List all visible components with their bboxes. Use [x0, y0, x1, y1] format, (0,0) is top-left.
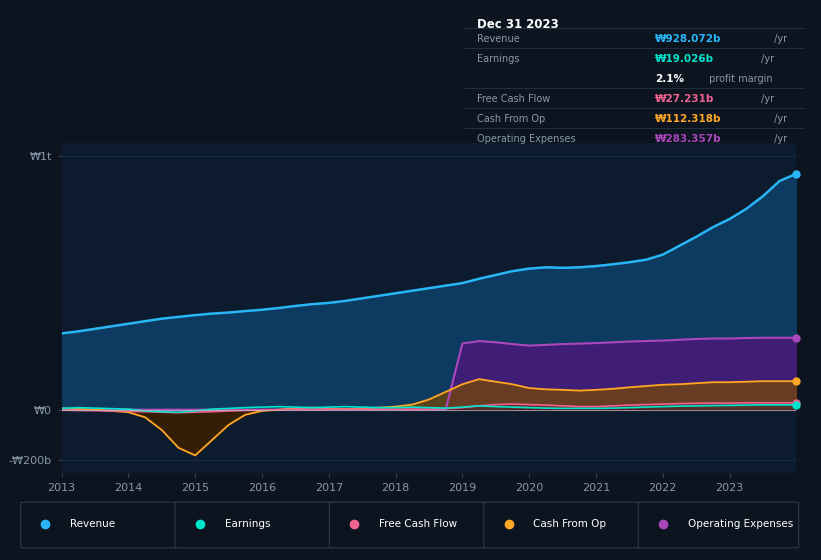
Text: Earnings: Earnings — [478, 54, 520, 64]
Text: /yr: /yr — [759, 94, 774, 104]
Text: /yr: /yr — [771, 134, 787, 144]
Text: /yr: /yr — [759, 54, 774, 64]
Text: Cash From Op: Cash From Op — [478, 114, 546, 124]
Text: Dec 31 2023: Dec 31 2023 — [478, 18, 559, 31]
Text: Cash From Op: Cash From Op — [533, 519, 606, 529]
Text: /yr: /yr — [771, 114, 787, 124]
Text: Free Cash Flow: Free Cash Flow — [478, 94, 551, 104]
Text: profit margin: profit margin — [706, 74, 773, 84]
FancyBboxPatch shape — [638, 502, 799, 548]
Text: Revenue: Revenue — [478, 34, 521, 44]
Text: ₩19.026b: ₩19.026b — [654, 54, 713, 64]
FancyBboxPatch shape — [329, 502, 490, 548]
FancyBboxPatch shape — [175, 502, 336, 548]
Text: /yr: /yr — [771, 34, 787, 44]
Text: ₩283.357b: ₩283.357b — [654, 134, 722, 144]
Text: ₩112.318b: ₩112.318b — [654, 114, 721, 124]
Text: ₩27.231b: ₩27.231b — [654, 94, 714, 104]
Text: 2.1%: 2.1% — [654, 74, 684, 84]
Text: Earnings: Earnings — [224, 519, 270, 529]
FancyBboxPatch shape — [21, 502, 181, 548]
Text: Revenue: Revenue — [70, 519, 115, 529]
FancyBboxPatch shape — [484, 502, 644, 548]
Text: Operating Expenses: Operating Expenses — [478, 134, 576, 144]
Text: Free Cash Flow: Free Cash Flow — [378, 519, 457, 529]
Text: ₩928.072b: ₩928.072b — [654, 34, 721, 44]
Text: Operating Expenses: Operating Expenses — [687, 519, 793, 529]
